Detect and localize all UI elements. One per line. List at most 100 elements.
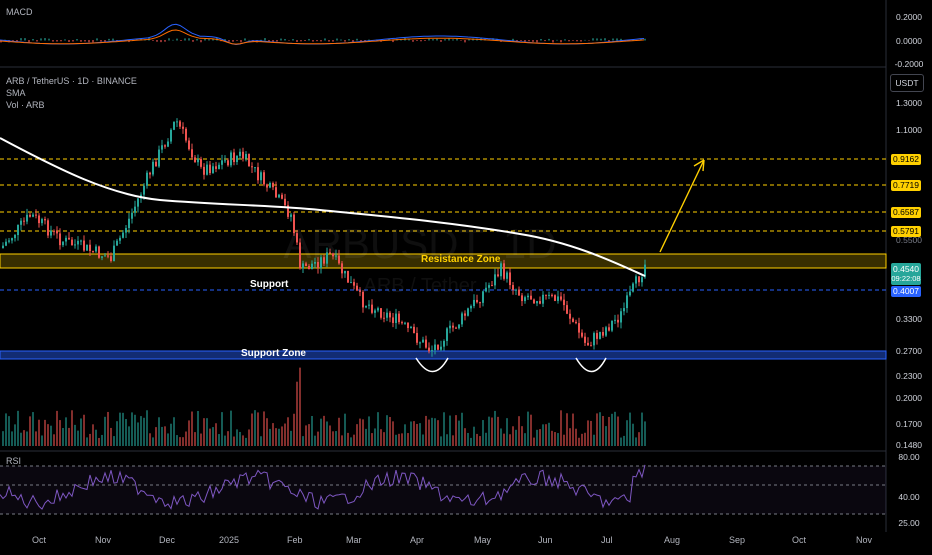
- volume-bar: [506, 418, 508, 446]
- candle: [326, 252, 328, 264]
- candle: [137, 198, 139, 207]
- volume-bar: [644, 421, 646, 446]
- volume-bar: [638, 432, 640, 446]
- currency-button[interactable]: USDT: [890, 74, 924, 92]
- volume-bar: [536, 429, 538, 446]
- time-label-jun: Jun: [538, 535, 553, 545]
- volume-bar: [143, 417, 145, 446]
- symbol-line[interactable]: ARB / TetherUS · 1D · BINANCE: [6, 76, 137, 86]
- volume-bar: [368, 416, 370, 446]
- macd-histogram-bar: [520, 40, 522, 41]
- candle: [638, 276, 640, 283]
- volume-bar: [473, 426, 475, 446]
- candle: [356, 285, 358, 291]
- candle: [32, 214, 34, 217]
- macd-histogram-bar: [156, 40, 158, 42]
- support-zone-label[interactable]: Support Zone: [241, 348, 306, 359]
- candle: [20, 220, 22, 225]
- price-1-1: 1.1000: [896, 125, 922, 135]
- macd-histogram-bar: [344, 40, 346, 42]
- candle: [164, 145, 166, 147]
- volume-bar: [155, 427, 157, 446]
- resistance-zone-label[interactable]: Resistance Zone: [421, 254, 501, 265]
- drawings: [415, 159, 705, 373]
- sma-legend[interactable]: SMA: [6, 88, 26, 98]
- candle: [11, 238, 13, 241]
- volume-bar: [449, 415, 451, 446]
- candle: [89, 244, 91, 251]
- candle: [29, 214, 31, 217]
- volume-bar: [527, 411, 529, 446]
- volume-bar: [185, 431, 187, 446]
- candle: [443, 341, 445, 347]
- volume-bar: [371, 433, 373, 446]
- time-label-apr: Apr: [410, 535, 425, 545]
- macd-histogram-bar: [196, 38, 198, 41]
- macd-histogram-bar: [16, 40, 18, 42]
- volume-bar: [479, 436, 481, 446]
- candle: [374, 310, 376, 313]
- candle: [8, 240, 10, 242]
- volume-bar: [221, 412, 223, 446]
- bar-countdown: 09:22:08: [891, 274, 921, 283]
- candle: [308, 266, 310, 270]
- macd-histogram-bar: [408, 38, 410, 41]
- macd-histogram-bar: [616, 38, 618, 41]
- volume-bar: [101, 434, 103, 446]
- candle: [56, 230, 58, 234]
- macd-histogram-bar: [368, 39, 370, 41]
- volume-bar: [224, 435, 226, 446]
- candle: [128, 218, 130, 229]
- volume-bar: [68, 427, 70, 446]
- volume-bar: [419, 423, 421, 446]
- macd-histogram-bar: [320, 40, 322, 42]
- candle: [86, 244, 88, 251]
- volume-bar: [467, 432, 469, 446]
- candle: [197, 158, 199, 163]
- volume-bar: [446, 434, 448, 446]
- candle: [626, 295, 628, 309]
- candle: [590, 345, 592, 347]
- candle: [200, 158, 202, 167]
- candle: [26, 214, 28, 222]
- macd-histogram-bar: [80, 40, 82, 42]
- support-zone: [0, 350, 887, 360]
- candle: [536, 301, 538, 304]
- candle: [587, 342, 589, 346]
- candle: [614, 319, 616, 321]
- macd-histogram-bar: [436, 38, 438, 41]
- volume-bar: [176, 435, 178, 446]
- macd-histogram-bar: [524, 40, 526, 42]
- candle: [464, 313, 466, 316]
- candle: [80, 240, 82, 242]
- time-axis[interactable]: Oct Nov Dec 2025 Feb Mar Apr May Jun Jul…: [0, 533, 886, 550]
- volume-bar: [329, 425, 331, 446]
- volume-bar: [518, 416, 520, 446]
- candle: [260, 172, 262, 181]
- candle: [575, 321, 577, 324]
- volume-bar: [233, 436, 235, 446]
- macd-histogram-bar: [620, 38, 622, 41]
- candle: [365, 305, 367, 308]
- volume-bar: [581, 433, 583, 446]
- candle: [92, 250, 94, 252]
- volume-legend[interactable]: Vol · ARB: [6, 100, 45, 110]
- macd-histogram-bar: [512, 38, 514, 41]
- volume-bar: [116, 421, 118, 446]
- volume-bar: [599, 412, 601, 446]
- candle: [65, 237, 67, 242]
- macd-histogram-bar: [260, 39, 262, 41]
- candle: [47, 220, 49, 236]
- support-label[interactable]: Support: [250, 279, 289, 290]
- volume-bar: [494, 410, 496, 446]
- macd-histogram-bar: [168, 38, 170, 41]
- volume-bar: [260, 436, 262, 446]
- candle: [494, 274, 496, 286]
- volume-bar: [110, 427, 112, 446]
- volume-bar: [560, 410, 562, 446]
- volume-bar: [5, 413, 7, 446]
- candle: [98, 246, 100, 258]
- candle: [320, 257, 322, 269]
